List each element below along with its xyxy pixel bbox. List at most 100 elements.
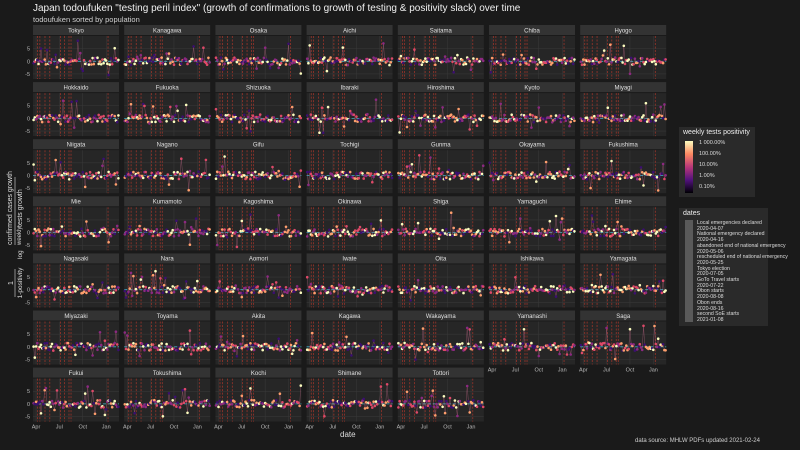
data-point <box>610 285 613 289</box>
data-point <box>373 115 377 119</box>
data-point <box>187 348 190 351</box>
data-point <box>165 290 168 294</box>
data-point <box>399 343 403 347</box>
y-tick-label: 0 <box>27 173 30 179</box>
data-point <box>249 288 252 292</box>
dates-legend-item: 2020-05-25 <box>697 259 724 266</box>
data-point <box>654 342 658 346</box>
data-point <box>146 60 150 63</box>
data-point <box>610 61 613 64</box>
data-point <box>320 106 324 109</box>
data-point <box>53 62 56 66</box>
data-point <box>233 113 236 117</box>
data-point <box>295 118 299 122</box>
data-point <box>85 115 88 119</box>
x-tick-label: Apr <box>123 425 132 431</box>
data-point <box>106 62 109 65</box>
data-point <box>276 61 279 65</box>
data-point <box>358 118 362 121</box>
data-point <box>99 115 103 119</box>
data-point <box>42 290 45 294</box>
data-point <box>459 346 463 350</box>
data-point <box>110 231 114 234</box>
data-point <box>653 59 656 63</box>
data-point <box>403 118 406 121</box>
data-point <box>414 404 417 408</box>
data-point <box>75 341 78 345</box>
data-point <box>246 347 250 351</box>
data-point <box>266 275 269 278</box>
data-point <box>508 343 511 347</box>
data-point <box>413 284 416 288</box>
data-point <box>247 286 251 289</box>
panel-title: Hyogo <box>615 28 633 34</box>
data-point <box>639 119 643 122</box>
data-point <box>623 62 627 66</box>
data-point <box>218 62 221 66</box>
data-point <box>143 403 146 406</box>
data-point <box>461 229 464 232</box>
data-point <box>543 175 547 179</box>
data-point <box>590 116 594 119</box>
data-point <box>517 227 521 231</box>
data-point <box>91 56 94 60</box>
data-point <box>352 286 356 289</box>
data-point <box>114 288 118 292</box>
data-point <box>447 168 451 172</box>
data-point <box>557 230 560 233</box>
data-point <box>457 230 460 233</box>
data-point <box>69 230 72 233</box>
data-point <box>199 175 203 178</box>
data-point <box>270 174 273 177</box>
data-point <box>636 61 639 65</box>
data-point <box>605 326 608 330</box>
data-point <box>231 115 235 118</box>
data-point <box>129 171 133 175</box>
data-point <box>373 404 377 408</box>
data-point <box>655 175 659 179</box>
data-point <box>404 400 408 403</box>
data-point <box>458 342 462 346</box>
data-point <box>418 399 421 403</box>
data-point <box>368 174 372 177</box>
data-point <box>364 174 368 178</box>
data-point <box>277 404 281 408</box>
panel-strip <box>306 25 393 35</box>
data-point <box>113 341 116 345</box>
data-point <box>414 62 417 65</box>
data-point <box>287 114 290 117</box>
data-point <box>498 59 501 63</box>
data-point <box>92 402 96 405</box>
data-point <box>224 56 228 60</box>
data-point <box>71 116 75 120</box>
data-point <box>52 289 55 293</box>
data-point <box>234 344 237 348</box>
data-point <box>525 176 528 180</box>
data-point <box>208 228 211 231</box>
chart-subtitle: todoufuken sorted by population <box>33 15 140 24</box>
data-point <box>255 227 258 231</box>
data-point <box>124 175 128 178</box>
data-point <box>632 63 635 66</box>
data-point <box>63 402 66 406</box>
data-point <box>282 119 285 122</box>
data-point <box>442 395 446 398</box>
data-point <box>43 342 46 345</box>
data-point <box>405 125 409 129</box>
data-point <box>238 234 241 238</box>
data-point <box>115 120 119 124</box>
data-point <box>548 292 552 295</box>
data-point <box>355 289 358 293</box>
panel-wakayama: Wakayama <box>397 310 485 365</box>
data-point <box>435 347 438 351</box>
data-point <box>478 60 481 63</box>
data-point <box>282 288 285 292</box>
data-point <box>388 171 391 174</box>
data-point <box>535 67 538 70</box>
data-point <box>247 230 251 233</box>
data-point <box>505 231 509 234</box>
data-point <box>44 234 48 238</box>
data-point <box>557 345 560 348</box>
data-point <box>663 229 666 233</box>
